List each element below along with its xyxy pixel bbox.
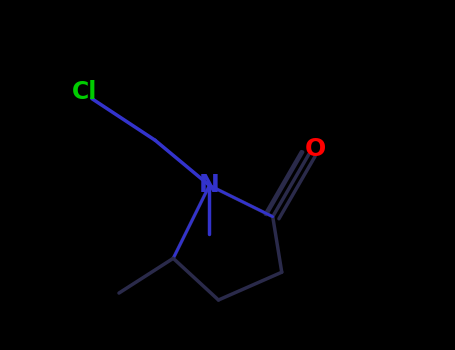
Text: N: N [199,173,220,197]
Text: Cl: Cl [72,80,98,104]
Text: O: O [305,137,326,161]
